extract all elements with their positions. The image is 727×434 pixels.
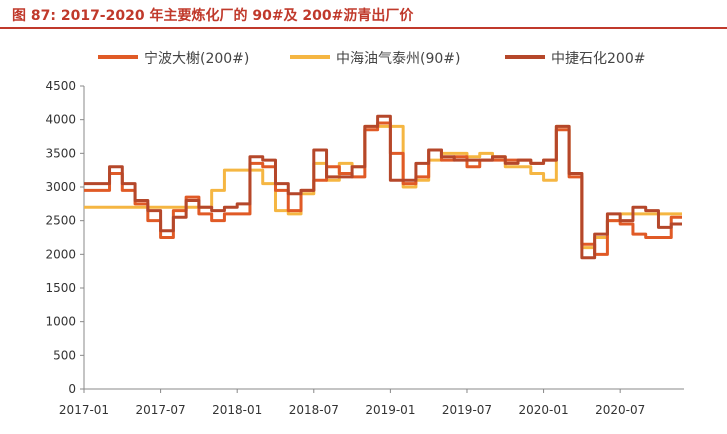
figure-title-text: 2017-2020 年主要炼化厂的 90#及 200#沥青出厂价 [60, 8, 414, 24]
figure-label: 图 87: [12, 8, 56, 24]
legend-label: 中捷石化200# [551, 51, 645, 67]
x-tick-label: 2018-07 [289, 403, 339, 417]
x-tick-label: 2017-07 [136, 403, 186, 417]
y-tick-label: 1500 [45, 281, 76, 295]
y-tick-label: 4500 [45, 79, 76, 93]
y-tick-label: 1000 [45, 315, 76, 329]
x-tick-label: 2019-07 [442, 403, 492, 417]
legend-label: 中海油气泰州(90#) [336, 51, 460, 67]
x-tick-label: 2020-01 [519, 403, 569, 417]
series-line [84, 121, 682, 256]
x-tick-label: 2018-01 [212, 403, 262, 417]
y-tick-label: 2500 [45, 214, 76, 228]
x-tick-label: 2017-01 [59, 403, 109, 417]
y-tick-label: 3000 [45, 180, 76, 194]
y-tick-label: 4000 [45, 113, 76, 127]
y-tick-label: 0 [68, 382, 76, 396]
y-tick-label: 500 [53, 348, 76, 362]
title-underline [0, 27, 727, 29]
x-tick-label: 2020-07 [595, 403, 645, 417]
x-tick-label: 2019-01 [365, 403, 415, 417]
y-tick-label: 3500 [45, 146, 76, 160]
figure-title: 图 87: 2017-2020 年主要炼化厂的 90#及 200#沥青出厂价 [12, 5, 413, 25]
legend-label: 宁波大榭(200#) [144, 50, 249, 67]
y-tick-label: 2000 [45, 247, 76, 261]
